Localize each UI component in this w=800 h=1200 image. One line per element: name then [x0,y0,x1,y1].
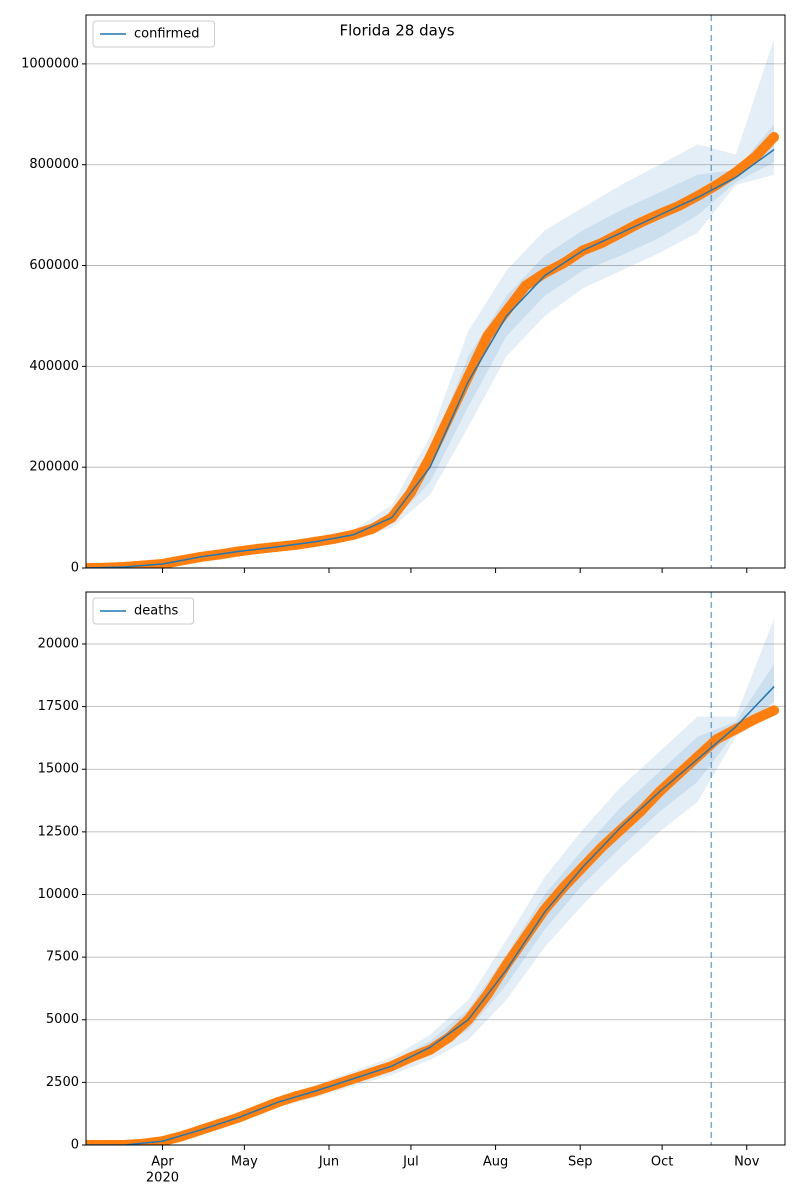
axes-frame [85,591,786,1146]
observed-point [730,167,741,178]
legend-box [92,20,216,48]
observed-point [558,881,569,892]
x-tick-label: Oct [651,1155,673,1170]
observed-point [86,1140,91,1145]
observed-point [463,371,474,382]
y-tick-label: 5000 [46,1012,79,1027]
confidence-band [86,38,775,568]
x-tick-label: Aug [483,1155,508,1170]
y-tick-label: 17500 [38,699,79,714]
observed-point [692,751,703,762]
y-tick-label: 1000000 [21,56,79,71]
observed-point [367,523,378,534]
observed-point [730,724,741,735]
x-tick-label: Jun [318,1155,339,1170]
confidence-band [86,618,775,1145]
legend-label: confirmed [134,27,200,42]
y-tick-label: 10000 [38,887,79,902]
observed-point [749,152,760,163]
plot-area [86,618,780,1145]
y-tick-label: 800000 [29,157,79,172]
observed-point [769,705,780,716]
observed-point [520,932,531,943]
y-tick-label: 7500 [46,950,79,965]
observed-point [501,305,512,316]
observed-point [100,1140,111,1145]
x-tick-label: Jul [402,1155,419,1170]
y-tick-label: 400000 [29,359,79,374]
plot-area [86,38,780,568]
chart-title: Florida 28 days [339,22,454,40]
x-tick-label: Apr [151,1155,174,1170]
observed-point [119,1140,130,1145]
observed-point [769,131,780,142]
legend-label: deaths [134,604,179,619]
model-line [86,686,775,1145]
axes-frame [85,14,786,569]
y-tick-label: 20000 [38,636,79,651]
confidence-band [86,664,775,1145]
y-tick-label: 12500 [38,824,79,839]
observed-point [635,806,646,817]
y-tick-label: 0 [71,561,79,576]
observed-point [86,563,91,568]
observed-point [711,179,722,190]
observed-point [749,714,760,725]
observed-line [86,705,777,1145]
x-tick-label: Nov [734,1155,760,1170]
observed-point [482,331,493,342]
observed-point [539,268,550,279]
y-tick-label: 0 [71,1138,79,1153]
observed-point [616,824,627,835]
x-tick-label: May [231,1155,258,1170]
model-line [86,148,775,568]
y-tick-label: 600000 [29,258,79,273]
legend-box [92,597,195,625]
observed-point [539,904,550,915]
x-tick-label: Sep [568,1155,593,1170]
x-year-label: 2020 [146,1171,179,1186]
observed-point [425,1044,436,1055]
y-tick-label: 200000 [29,460,79,475]
observed-point [425,452,436,463]
confidence-band [86,124,775,568]
y-tick-label: 15000 [38,762,79,777]
y-tick-label: 2500 [46,1075,79,1090]
observed-point [520,280,531,291]
